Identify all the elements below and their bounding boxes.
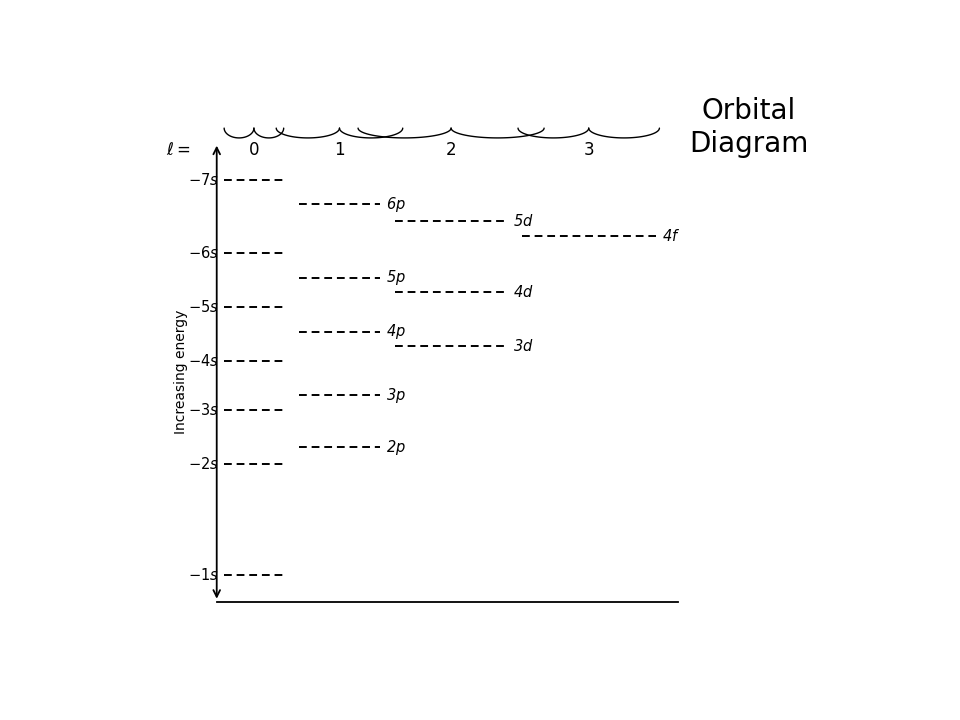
- Text: Orbital
Diagram: Orbital Diagram: [689, 97, 808, 158]
- Text: $-$1$s$: $-$1$s$: [188, 567, 219, 582]
- Text: $-$5$s$: $-$5$s$: [188, 300, 219, 315]
- Text: 3$p$: 3$p$: [386, 386, 406, 405]
- Text: $-$4$s$: $-$4$s$: [188, 353, 219, 369]
- Text: 4$p$: 4$p$: [386, 323, 406, 341]
- Text: 0: 0: [249, 141, 259, 159]
- Text: 4$d$: 4$d$: [513, 284, 534, 300]
- Text: 1: 1: [334, 141, 345, 159]
- Text: 3: 3: [584, 141, 594, 159]
- Text: 2: 2: [445, 141, 456, 159]
- Text: $-$7$s$: $-$7$s$: [188, 171, 219, 188]
- Text: 3$d$: 3$d$: [513, 338, 534, 354]
- Text: 5$d$: 5$d$: [513, 213, 534, 230]
- Text: 4$f$: 4$f$: [661, 228, 680, 244]
- Text: $-$3$s$: $-$3$s$: [188, 402, 219, 418]
- Text: 5$p$: 5$p$: [386, 269, 406, 287]
- Text: 2$p$: 2$p$: [386, 438, 406, 456]
- Text: Increasing energy: Increasing energy: [174, 310, 188, 434]
- Text: $-$2$s$: $-$2$s$: [188, 456, 219, 472]
- Text: 6$p$: 6$p$: [386, 194, 406, 214]
- Text: $-$6$s$: $-$6$s$: [188, 246, 219, 261]
- Text: $\ell =$: $\ell =$: [166, 141, 191, 159]
